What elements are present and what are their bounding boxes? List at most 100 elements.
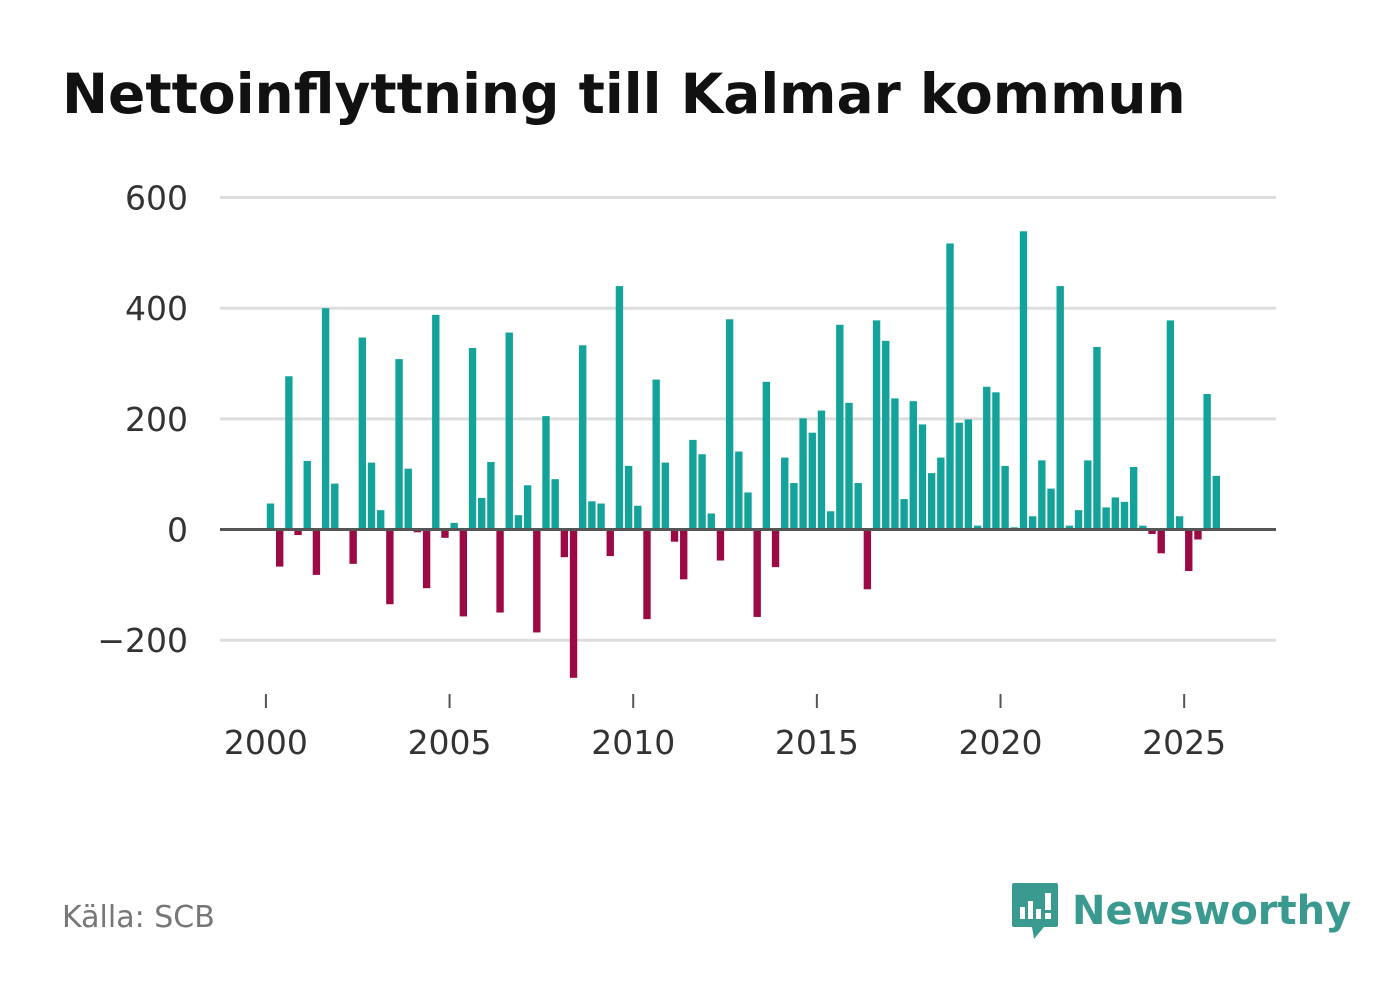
bar bbox=[404, 468, 412, 530]
bar bbox=[588, 501, 596, 530]
bar bbox=[597, 503, 605, 530]
bar bbox=[992, 392, 1000, 530]
y-tick-label: 0 bbox=[167, 511, 188, 550]
bar bbox=[1120, 501, 1129, 530]
bar bbox=[1212, 475, 1220, 530]
bar bbox=[771, 529, 780, 568]
bar bbox=[1074, 510, 1083, 530]
x-axis-ticks: 2000 2005 2010 2015 2020 2025 bbox=[224, 694, 1226, 762]
y-tick-label: 400 bbox=[125, 289, 188, 328]
bar bbox=[762, 381, 771, 530]
bar bbox=[349, 529, 357, 564]
chart-title: Nettoinflyttning till Kalmar kommun bbox=[62, 62, 1186, 126]
bar bbox=[955, 422, 963, 530]
bar bbox=[321, 308, 330, 530]
bar bbox=[560, 529, 569, 558]
bar bbox=[1129, 467, 1138, 530]
bar bbox=[1065, 525, 1074, 530]
bar bbox=[358, 337, 367, 530]
bar bbox=[533, 529, 541, 633]
bar bbox=[946, 243, 954, 530]
bar bbox=[882, 340, 890, 530]
source-label: Källa: SCB bbox=[62, 900, 215, 935]
bar bbox=[331, 483, 339, 530]
bar bbox=[918, 424, 927, 530]
bar bbox=[606, 529, 614, 557]
bar bbox=[579, 345, 587, 530]
bar bbox=[1084, 460, 1092, 530]
y-axis-ticks: 600 400 200 0 −200 bbox=[97, 179, 188, 661]
y-tick-label: 600 bbox=[125, 179, 188, 218]
bar bbox=[863, 529, 872, 590]
x-tick-label: 2025 bbox=[1142, 723, 1226, 762]
bar bbox=[432, 314, 440, 530]
bar bbox=[542, 416, 550, 530]
bar bbox=[707, 513, 715, 530]
bar bbox=[753, 529, 761, 617]
x-tick-label: 2020 bbox=[959, 723, 1043, 762]
bar bbox=[624, 465, 633, 530]
bar bbox=[1102, 507, 1110, 530]
brand-name: Newsworthy bbox=[1072, 888, 1352, 934]
bar bbox=[1148, 529, 1156, 534]
bar bbox=[459, 529, 468, 617]
bar bbox=[551, 479, 559, 530]
bar bbox=[266, 503, 275, 530]
bar bbox=[900, 499, 908, 530]
bar bbox=[303, 460, 311, 530]
bar bbox=[1157, 529, 1165, 554]
bar bbox=[680, 529, 688, 580]
bar bbox=[395, 359, 403, 530]
bar bbox=[1166, 320, 1175, 530]
bar bbox=[725, 319, 734, 530]
bar bbox=[1175, 516, 1184, 530]
bar bbox=[1093, 346, 1101, 530]
bar bbox=[643, 529, 651, 620]
bar bbox=[744, 492, 752, 530]
bar bbox=[973, 525, 982, 530]
gridlines bbox=[220, 196, 1276, 642]
bar bbox=[377, 510, 385, 530]
x-tick-label: 2010 bbox=[591, 723, 675, 762]
bar bbox=[698, 454, 706, 530]
bar bbox=[1194, 529, 1202, 540]
bar bbox=[386, 529, 394, 605]
bar bbox=[652, 379, 660, 530]
bar bbox=[909, 401, 917, 530]
y-tick-label: −200 bbox=[97, 621, 188, 660]
bar bbox=[670, 529, 679, 542]
bar bbox=[845, 402, 853, 530]
bar bbox=[836, 324, 844, 530]
bar bbox=[487, 462, 495, 530]
bar bbox=[1056, 286, 1064, 530]
bar bbox=[983, 386, 991, 530]
bar bbox=[689, 439, 697, 530]
bar bbox=[1047, 488, 1055, 530]
bar bbox=[615, 286, 624, 530]
bar bbox=[294, 529, 302, 536]
bar bbox=[312, 529, 321, 575]
bar bbox=[872, 320, 881, 530]
bar bbox=[422, 529, 431, 589]
bar bbox=[817, 410, 826, 530]
brand-logo[interactable]: Newsworthy bbox=[1010, 880, 1351, 942]
bar bbox=[276, 529, 284, 567]
bar bbox=[964, 419, 973, 530]
newsworthy-logo-icon bbox=[1012, 883, 1058, 939]
bar bbox=[937, 457, 945, 530]
bar bbox=[523, 485, 532, 530]
y-tick-label: 200 bbox=[125, 400, 188, 439]
bar bbox=[854, 483, 862, 530]
bar bbox=[891, 398, 899, 530]
bar bbox=[478, 497, 486, 530]
bar bbox=[441, 529, 449, 538]
x-tick-label: 2000 bbox=[224, 723, 308, 762]
bar bbox=[1203, 393, 1211, 530]
bar bbox=[790, 483, 798, 530]
bar bbox=[735, 451, 743, 530]
bar bbox=[716, 529, 725, 561]
bar bbox=[1038, 460, 1046, 530]
bar bbox=[1111, 497, 1119, 530]
bar bbox=[927, 473, 936, 530]
